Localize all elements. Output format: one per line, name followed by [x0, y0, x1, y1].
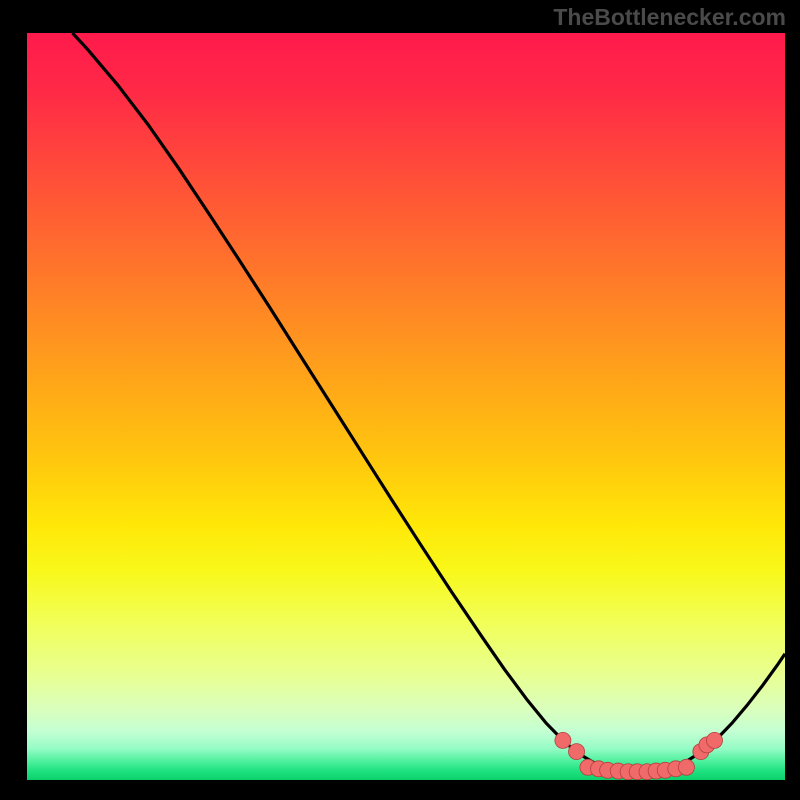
chart-border-bottom [0, 780, 800, 800]
bottleneck-curve-chart [0, 0, 800, 800]
chart-stage: TheBottlenecker.com [0, 0, 800, 800]
watermark-text: TheBottlenecker.com [553, 4, 786, 31]
marker-dot [569, 744, 585, 760]
chart-border-left [0, 0, 27, 800]
marker-dot [678, 759, 694, 775]
chart-border-right [785, 0, 800, 800]
marker-dot [555, 732, 571, 748]
gradient-background [27, 33, 785, 780]
marker-dot [707, 732, 723, 748]
